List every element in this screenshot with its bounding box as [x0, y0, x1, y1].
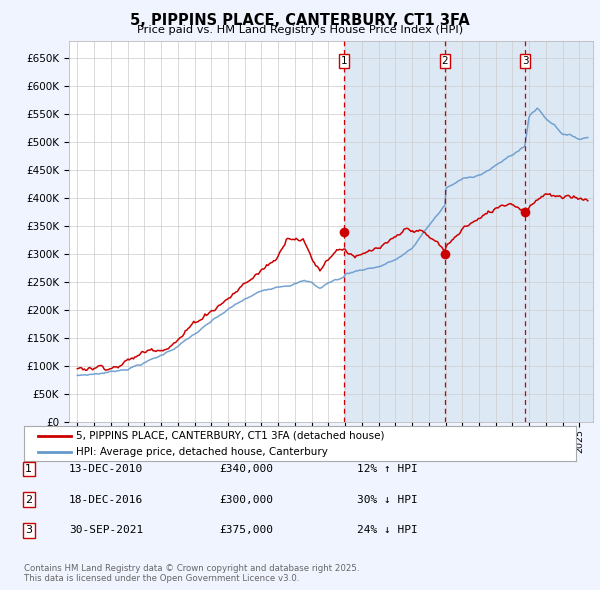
Text: 12% ↑ HPI: 12% ↑ HPI [357, 464, 418, 474]
Text: 3: 3 [522, 56, 529, 66]
Text: 1: 1 [341, 56, 347, 66]
Text: 18-DEC-2016: 18-DEC-2016 [69, 495, 143, 504]
Text: 2: 2 [442, 56, 448, 66]
Text: Contains HM Land Registry data © Crown copyright and database right 2025.
This d: Contains HM Land Registry data © Crown c… [24, 563, 359, 583]
Text: 13-DEC-2010: 13-DEC-2010 [69, 464, 143, 474]
Text: 2: 2 [25, 495, 32, 504]
Text: 5, PIPPINS PLACE, CANTERBURY, CT1 3FA (detached house): 5, PIPPINS PLACE, CANTERBURY, CT1 3FA (d… [76, 431, 385, 441]
Text: Price paid vs. HM Land Registry's House Price Index (HPI): Price paid vs. HM Land Registry's House … [137, 25, 463, 35]
Text: 3: 3 [25, 526, 32, 535]
Text: 24% ↓ HPI: 24% ↓ HPI [357, 526, 418, 535]
Text: 30-SEP-2021: 30-SEP-2021 [69, 526, 143, 535]
Text: 30% ↓ HPI: 30% ↓ HPI [357, 495, 418, 504]
Text: £340,000: £340,000 [219, 464, 273, 474]
Text: £300,000: £300,000 [219, 495, 273, 504]
Text: £375,000: £375,000 [219, 526, 273, 535]
Bar [344, 41, 593, 422]
Text: 1: 1 [25, 464, 32, 474]
Text: HPI: Average price, detached house, Canterbury: HPI: Average price, detached house, Cant… [76, 447, 328, 457]
Text: 5, PIPPINS PLACE, CANTERBURY, CT1 3FA: 5, PIPPINS PLACE, CANTERBURY, CT1 3FA [130, 13, 470, 28]
